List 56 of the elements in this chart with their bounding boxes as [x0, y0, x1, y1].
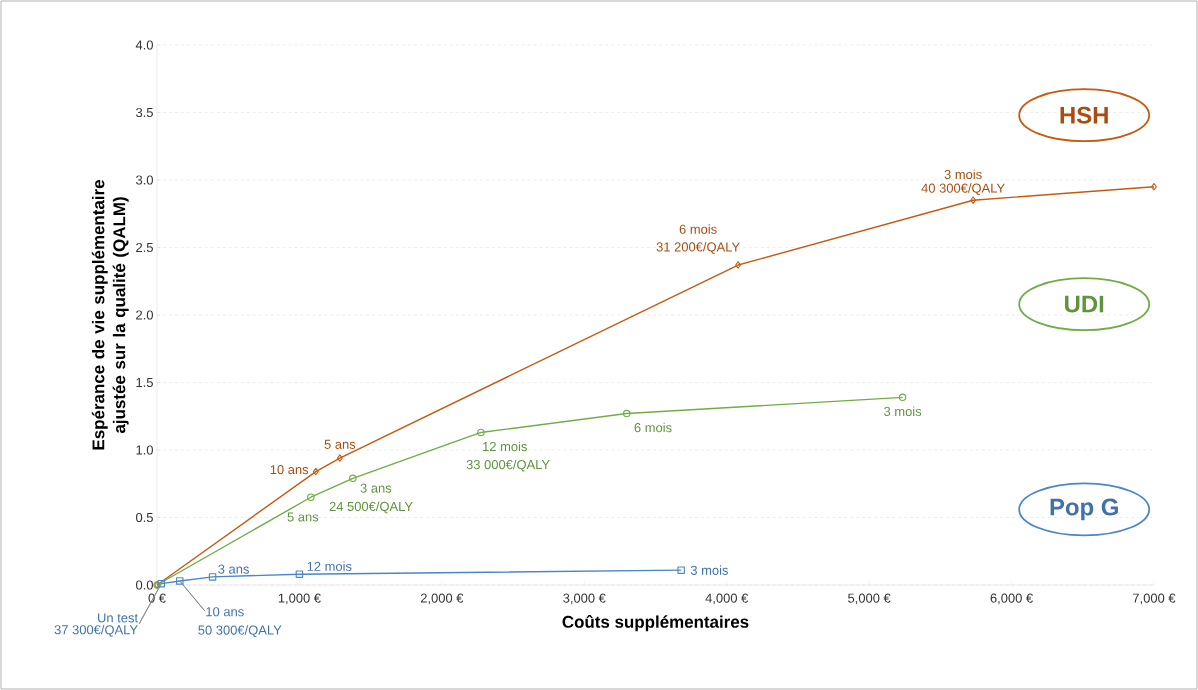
point [735, 261, 742, 269]
annotation: 3 ans [218, 564, 249, 574]
annotation: 40 300€/QALY [921, 183, 1005, 196]
point [307, 493, 315, 501]
y-tick-label: 0.5 [135, 512, 153, 523]
annotation: 37 300€/QALY [54, 624, 138, 637]
point [477, 428, 485, 437]
annotation: 10 ans [206, 607, 244, 617]
legend-label: Pop G [1050, 498, 1118, 521]
point [336, 454, 343, 462]
point [677, 566, 685, 574]
y-tick-label: 2.0 [136, 310, 153, 320]
point [970, 196, 977, 204]
annotation: 3 ans [360, 483, 392, 493]
x-axis-title: Coûts supplémentaires [562, 615, 749, 632]
y-axis-title: Espérance de vie supplémentaire ajustée sur la qualité (QALM) [91, 180, 129, 450]
x-tick-label: 5,000 € [848, 593, 891, 605]
annotation: 6 mois [679, 224, 717, 234]
x-tick-label: 6,000 € [990, 593, 1033, 605]
x-tick-label: 3,000 € [563, 593, 606, 605]
point [157, 579, 166, 588]
point [898, 393, 907, 402]
x-tick-label: 1,000 € [278, 593, 321, 605]
annotation: 3 mois [884, 406, 922, 417]
annotation: 10 ans [270, 465, 309, 475]
annotation: 33 000€/QALY [466, 459, 550, 472]
x-tick-label: 7,000 € [1133, 593, 1176, 605]
y-tick-label: 1.0 [136, 445, 153, 455]
annotation: Un test [98, 613, 138, 623]
annotation: 3 mois [944, 169, 982, 180]
legend-label: HSH [1060, 106, 1108, 124]
annotation: 31 200€/QALY [656, 242, 740, 254]
x-tick-label: 0 € [148, 593, 166, 603]
annotation: 6 mois [634, 422, 672, 433]
annotation: 24 500€/QALY [329, 501, 413, 514]
annotation: 5 ans [287, 512, 319, 522]
annotation: 12 mois [483, 441, 527, 452]
x-tick-label: 4,000 € [705, 593, 749, 605]
point [295, 570, 304, 578]
y-tick-label: 3.5 [135, 107, 153, 118]
y-tick-label: 3.0 [135, 175, 153, 185]
y-tick-label: 2.5 [136, 242, 153, 253]
point [176, 577, 184, 585]
y-tick-label: 4.0 [135, 40, 153, 50]
point [349, 474, 357, 483]
y-tick-label: 0.0 [135, 580, 153, 590]
point [312, 467, 319, 476]
annotation: 50 300€/QALY [198, 625, 282, 637]
point [208, 573, 217, 581]
y-tick-label: 1.5 [136, 377, 153, 387]
annotation: 12 mois [307, 561, 352, 571]
legend-label: UDI [1065, 295, 1104, 313]
annotation: 3 mois [690, 565, 729, 575]
annotation: 5 ans [324, 439, 356, 449]
point [622, 409, 631, 418]
x-tick-label: 2,000 € [420, 593, 464, 605]
